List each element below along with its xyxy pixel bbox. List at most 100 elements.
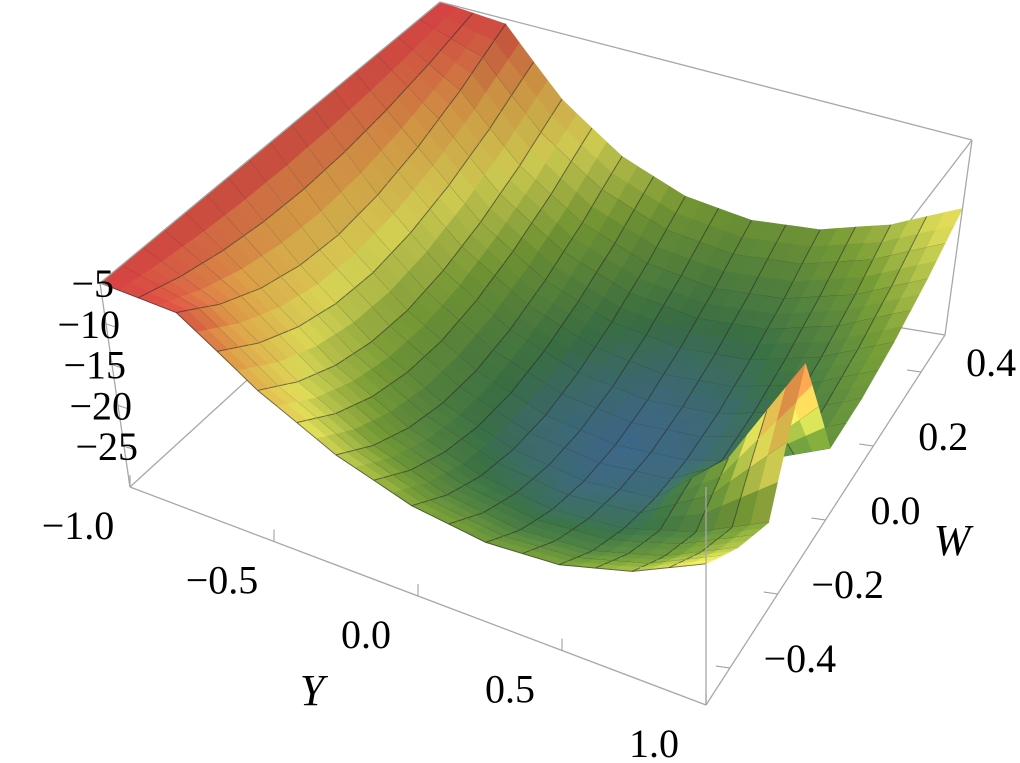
mesh-line <box>485 541 505 549</box>
mesh-line <box>494 535 504 540</box>
mesh-line <box>441 330 451 342</box>
mesh-line <box>257 390 278 407</box>
mesh-line <box>476 287 486 301</box>
mesh-line <box>631 513 640 522</box>
mesh-line <box>353 347 363 355</box>
y-tick <box>811 517 826 521</box>
mesh-line <box>289 264 301 272</box>
mesh-line <box>511 78 523 96</box>
mesh-line <box>695 513 705 533</box>
mesh-line <box>467 370 477 380</box>
mesh-line <box>591 545 601 552</box>
mesh-line <box>392 492 412 507</box>
mesh-line <box>757 259 768 277</box>
mesh-line <box>457 517 467 522</box>
mesh-line <box>399 427 409 433</box>
mesh-line <box>423 348 434 358</box>
mesh-line <box>408 421 418 429</box>
mesh-line <box>347 214 359 226</box>
mesh-line <box>551 502 561 510</box>
mesh-line <box>725 386 735 401</box>
mesh-line <box>296 422 317 440</box>
mesh-line <box>470 57 483 75</box>
mesh-line <box>614 226 625 244</box>
mesh-line <box>626 470 636 481</box>
mesh-line <box>709 413 718 426</box>
mesh-line <box>232 235 244 244</box>
mesh-line <box>238 344 249 348</box>
mesh-line <box>560 313 571 327</box>
mesh-line <box>375 109 387 121</box>
mesh-line <box>675 491 684 505</box>
mesh-line <box>642 452 651 463</box>
mesh-line <box>388 318 399 327</box>
mesh-line <box>316 369 327 375</box>
mesh-line <box>532 471 541 480</box>
mesh-line <box>611 156 623 174</box>
mesh-line <box>540 194 552 210</box>
mesh-line <box>479 208 491 223</box>
mesh-line <box>849 349 859 364</box>
mesh-line <box>618 480 628 491</box>
mesh-line <box>783 281 794 300</box>
mesh-line <box>740 293 750 310</box>
mesh-line <box>297 377 308 383</box>
mesh-line <box>492 339 502 351</box>
mesh-line <box>785 342 795 359</box>
mesh-line <box>243 228 254 237</box>
mesh-line <box>499 179 511 195</box>
mesh-line <box>229 295 241 301</box>
mesh-line <box>217 348 228 352</box>
mesh-line <box>353 400 364 406</box>
mesh-line <box>477 417 487 427</box>
mesh-line <box>613 569 633 572</box>
mesh-line <box>526 361 537 373</box>
mesh-line <box>344 140 356 152</box>
mesh-line <box>365 120 377 132</box>
y-tick-label: −0.4 <box>764 636 837 681</box>
mesh-line <box>650 441 659 454</box>
mesh-line <box>599 453 608 464</box>
box-edge <box>944 139 973 336</box>
mesh-line <box>335 454 356 468</box>
mesh-line <box>248 342 259 346</box>
mesh-line <box>354 280 364 289</box>
mesh-line <box>820 341 831 358</box>
mesh-line <box>604 386 613 398</box>
mesh-line <box>409 465 420 471</box>
mesh-line <box>293 188 305 198</box>
mesh-line <box>439 38 451 52</box>
mesh-line <box>137 291 150 299</box>
mesh-line <box>703 495 713 514</box>
mesh-line <box>371 390 382 398</box>
mesh-line <box>548 456 557 466</box>
mesh-line <box>448 90 461 106</box>
mesh-line <box>502 532 512 537</box>
z-tick <box>123 445 137 451</box>
mesh-line <box>699 225 710 243</box>
mesh-line <box>540 558 560 566</box>
mesh-line <box>675 196 686 214</box>
mesh-line <box>679 537 689 545</box>
mesh-line <box>529 132 541 150</box>
mesh-line <box>679 333 690 349</box>
mesh-line <box>635 541 645 549</box>
mesh-line <box>650 567 669 570</box>
mesh-line <box>665 212 677 231</box>
mesh-line <box>507 492 517 499</box>
mesh-line <box>824 391 834 406</box>
y-tick-label: −0.2 <box>811 562 884 607</box>
mesh-line <box>575 480 585 489</box>
mesh-line <box>567 557 576 562</box>
mesh-line <box>500 95 512 113</box>
mesh-line <box>810 296 820 313</box>
mesh-line <box>461 234 472 247</box>
mesh-line <box>273 204 285 214</box>
mesh-line <box>760 385 770 400</box>
mesh-line <box>478 128 491 144</box>
mesh-line <box>744 413 754 426</box>
mesh-line <box>382 474 393 479</box>
mesh-line <box>668 565 688 569</box>
mesh-line <box>555 534 565 542</box>
mesh-line <box>632 569 651 572</box>
